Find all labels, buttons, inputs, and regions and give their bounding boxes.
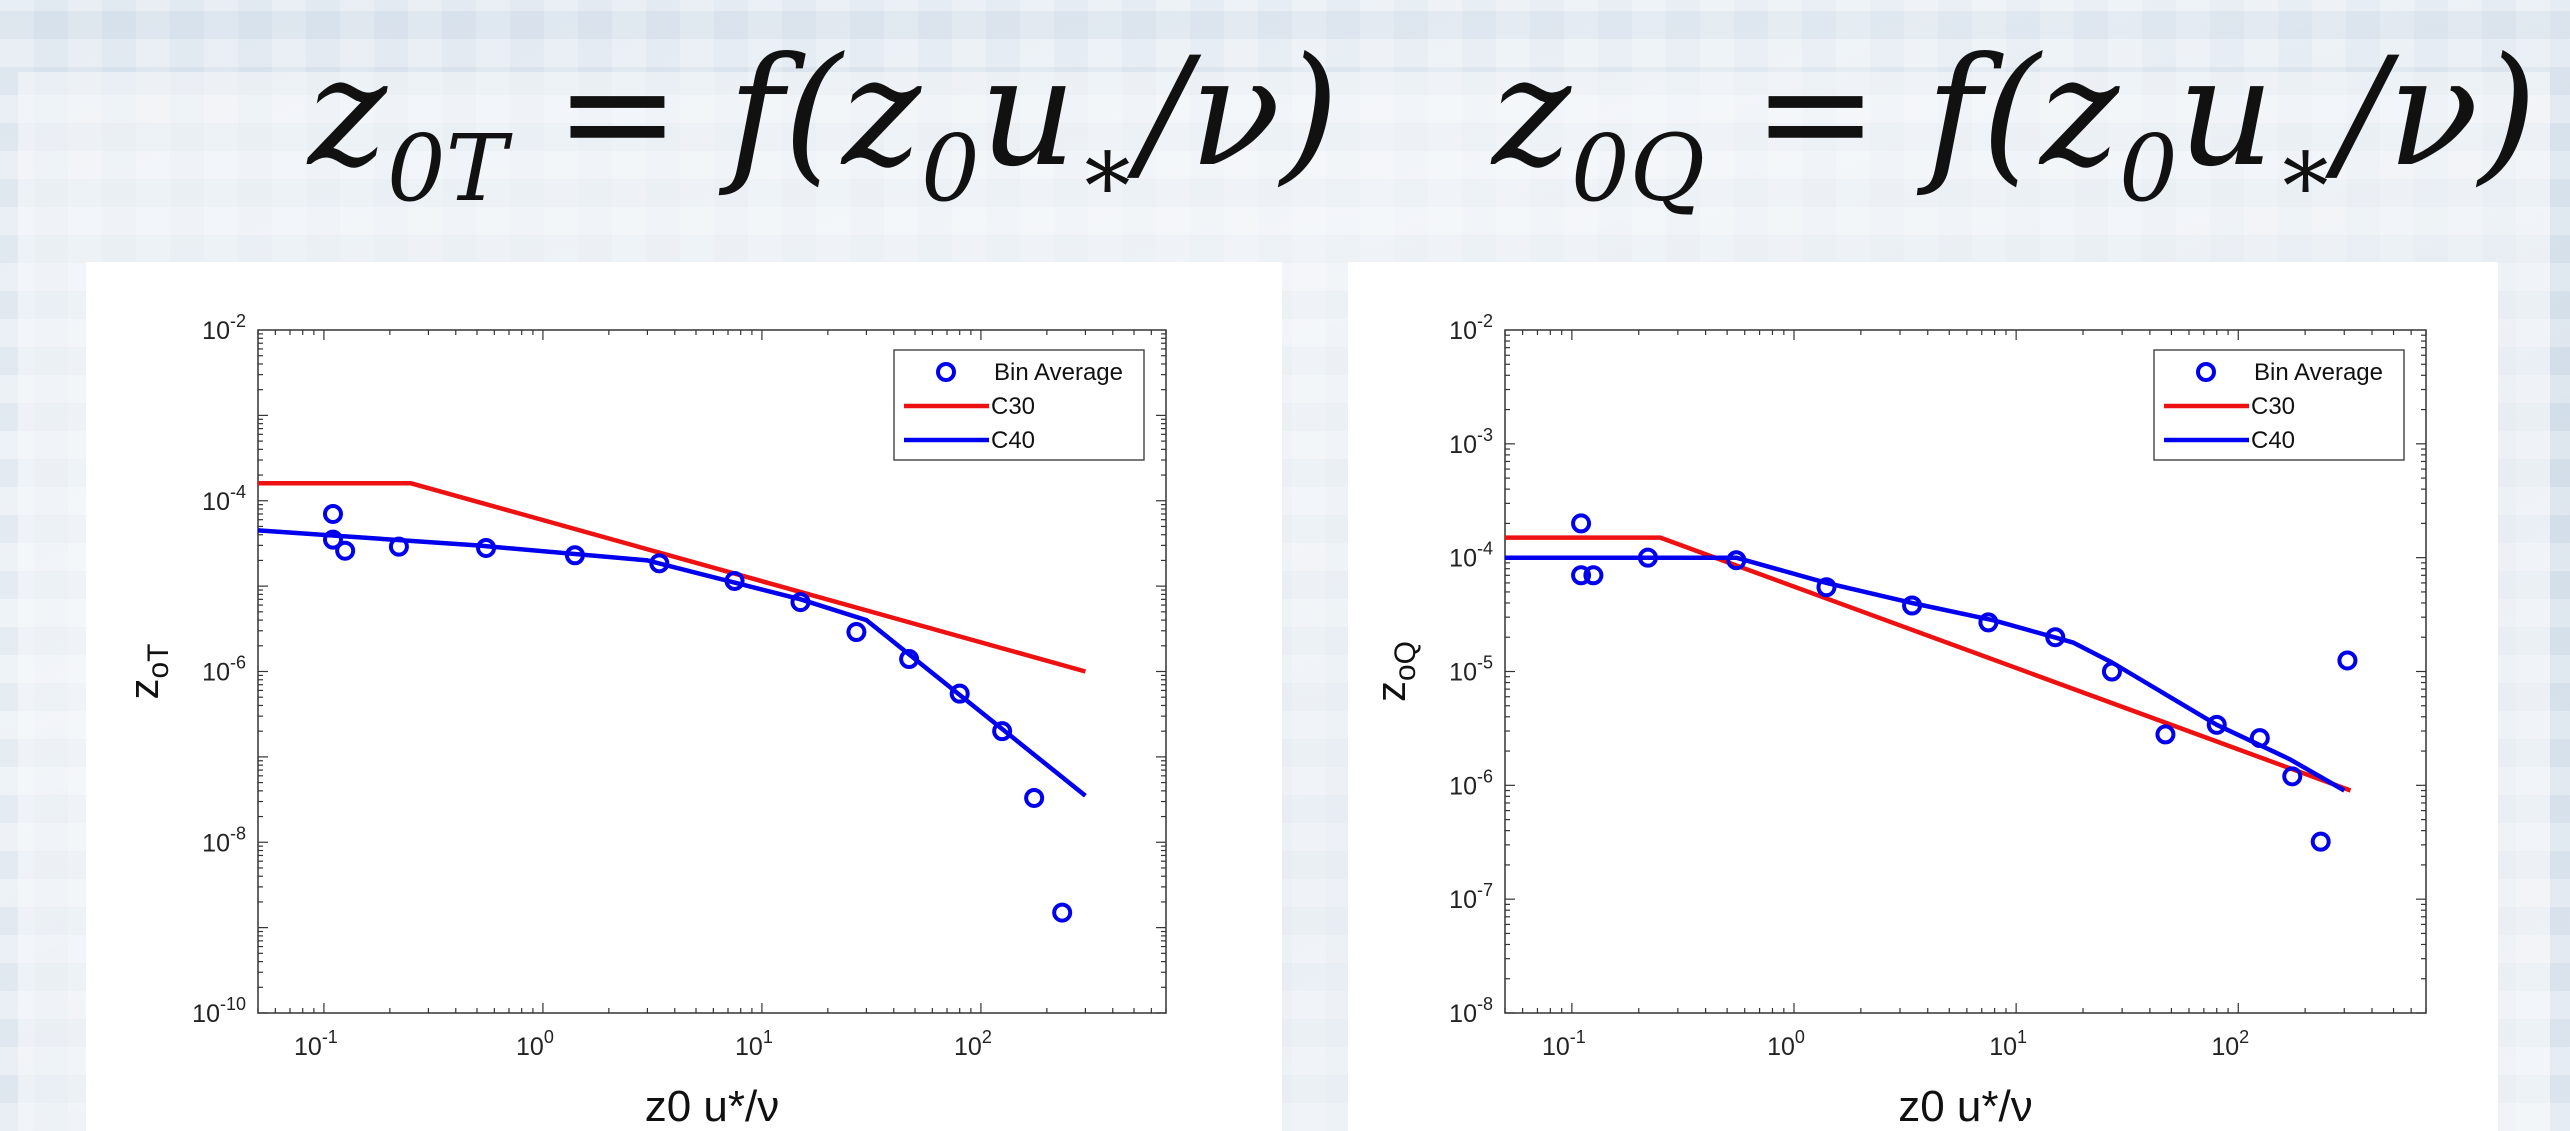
formula-lhs-subscript: 0T xyxy=(387,115,507,222)
formula-lhs: z xyxy=(308,26,388,200)
x-tick-label: 10-1 xyxy=(294,1027,338,1061)
formula-rhs-subscript: ∗ xyxy=(2274,115,2337,222)
y-tick-label: 10-7 xyxy=(1449,880,1493,914)
data-point xyxy=(1024,787,1045,808)
x-tick-label: 100 xyxy=(1767,1027,1805,1061)
data-point xyxy=(2249,728,2270,749)
data-point xyxy=(1637,547,1658,568)
y-tick-label: 10-8 xyxy=(202,823,246,857)
data-point xyxy=(388,536,409,557)
x-tick-label: 102 xyxy=(2211,1027,2249,1061)
formula-lhs: z xyxy=(1492,26,1572,200)
data-point xyxy=(2045,627,2066,648)
data-point xyxy=(1902,595,1923,616)
legend-marker xyxy=(936,362,956,382)
formula-rhs: u xyxy=(2177,26,2275,200)
data-point xyxy=(949,683,970,704)
data-point xyxy=(846,622,867,643)
legend-label: Bin Average xyxy=(994,359,1123,386)
legend-label: C30 xyxy=(2251,393,2295,420)
data-point xyxy=(2310,831,2331,852)
formula-equals: = f(z xyxy=(506,26,922,200)
data-point xyxy=(564,545,585,566)
data-point xyxy=(899,649,920,670)
y-axis-label: zoQ xyxy=(1367,641,1422,702)
legend-label: C30 xyxy=(991,393,1035,420)
series-line-c40 xyxy=(1505,555,2346,793)
formula-mid-subscript: 0 xyxy=(2119,115,2178,222)
formula-mid-subscript: 0 xyxy=(921,115,980,222)
legend-marker xyxy=(2196,362,2216,382)
data-point xyxy=(2337,650,2358,671)
data-point xyxy=(1726,550,1747,571)
data-point xyxy=(2206,714,2227,735)
formula-rhs: u xyxy=(979,26,1077,200)
x-axis-label: z0 u*/ν xyxy=(645,1082,780,1131)
data-point xyxy=(992,721,1013,742)
x-tick-label: 101 xyxy=(1989,1027,2027,1061)
y-tick-label: 10-5 xyxy=(1449,653,1493,687)
formula-rhs-subscript: ∗ xyxy=(1076,115,1139,222)
x-axis-label: z0 u*/ν xyxy=(1898,1082,2033,1131)
formula-equals: = f(z xyxy=(1705,26,2120,200)
formula-z0T: z0T = f(z0u∗/ν) xyxy=(308,26,1339,222)
data-point xyxy=(2155,724,2176,745)
data-point xyxy=(335,540,356,561)
data-point xyxy=(2282,766,2303,787)
y-tick-label: 10-8 xyxy=(1449,994,1493,1028)
legend-label: C40 xyxy=(2251,427,2295,454)
formula-lhs-subscript: 0Q xyxy=(1571,115,1705,222)
data-point xyxy=(790,592,811,613)
x-tick-label: 101 xyxy=(735,1027,773,1061)
legend: Bin Average C30 C40 xyxy=(2153,349,2405,461)
data-point xyxy=(1816,577,1837,598)
data-point xyxy=(649,553,670,574)
data-point xyxy=(1052,902,1073,923)
y-axis-label: zoT xyxy=(120,643,175,699)
y-tick-label: 10-4 xyxy=(1449,539,1493,573)
formula-z0Q: z0Q = f(z0u∗/ν) xyxy=(1492,26,2538,222)
y-tick-label: 10-10 xyxy=(192,994,246,1028)
data-point xyxy=(2101,661,2122,682)
x-tick-label: 10-1 xyxy=(1542,1027,1586,1061)
data-point xyxy=(1571,565,1592,586)
y-tick-label: 10-2 xyxy=(202,311,246,345)
formula-tail: /ν) xyxy=(1138,26,1339,200)
plot-area: 10-1 100 101 102 10-8 10-7 10-6 10-5 10-4 10-3 10-… xyxy=(1367,311,2427,1131)
chart-z0T: 10-1 100 101 102 10-10 10-8 10-6 10-4 10-2 zoT z0 … xyxy=(120,311,1167,1131)
plot-area: 10-1 100 101 102 10-10 10-8 10-6 10-4 10-2 zoT z0 … xyxy=(120,311,1167,1131)
chart-z0Q: 10-1 100 101 102 10-8 10-7 10-6 10-5 10-4 10-3 10-… xyxy=(1367,311,2427,1131)
legend-label: Bin Average xyxy=(2254,359,2383,386)
formula-tail: /ν) xyxy=(2336,26,2538,200)
y-tick-label: 10-3 xyxy=(1449,425,1493,459)
chart-panel-z0Q: 10-1 100 101 102 10-8 10-7 10-6 10-5 10-4 10-3 10-… xyxy=(1348,262,2498,1131)
data-point xyxy=(322,503,343,524)
chart-panel-z0T: 10-1 100 101 102 10-10 10-8 10-6 10-4 10-2 zoT z0 … xyxy=(86,262,1282,1131)
legend: Bin Average C30 C40 xyxy=(893,349,1145,461)
data-point xyxy=(322,529,343,550)
y-tick-label: 10-6 xyxy=(1449,766,1493,800)
series-line-c30 xyxy=(258,481,1087,674)
x-tick-label: 100 xyxy=(516,1027,554,1061)
y-tick-label: 10-4 xyxy=(202,482,246,516)
data-point xyxy=(476,537,497,558)
x-tick-label: 102 xyxy=(954,1027,992,1061)
data-point xyxy=(1571,513,1592,534)
series-line-c40 xyxy=(257,528,1087,798)
y-tick-label: 10-2 xyxy=(1449,311,1493,345)
data-point xyxy=(1978,612,1999,633)
data-point xyxy=(724,570,745,591)
y-tick-label: 10-6 xyxy=(202,653,246,687)
data-point xyxy=(1583,565,1604,586)
legend-label: C40 xyxy=(991,427,1035,454)
series-line-c30 xyxy=(1505,535,2352,793)
